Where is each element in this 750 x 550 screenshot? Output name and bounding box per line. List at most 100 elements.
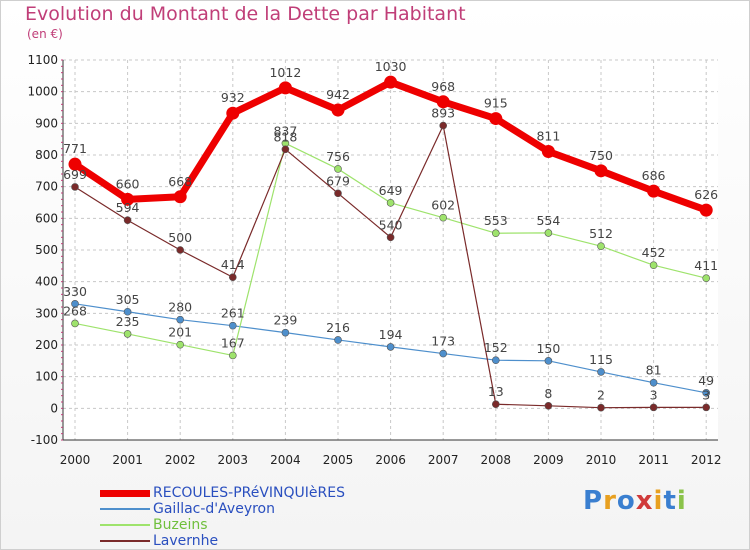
data-label: 540 xyxy=(379,217,403,232)
data-label: 216 xyxy=(326,320,350,335)
data-point xyxy=(121,192,135,206)
data-label: 411 xyxy=(694,258,718,273)
data-point xyxy=(439,349,448,358)
y-tick-label: 900 xyxy=(35,116,58,130)
data-point xyxy=(229,351,237,360)
x-tick-label: 2001 xyxy=(112,453,143,467)
data-point xyxy=(71,183,79,191)
data-point xyxy=(491,229,500,238)
y-tick-label: 1100 xyxy=(27,53,58,67)
data-label: 893 xyxy=(431,106,455,121)
data-point xyxy=(334,165,342,173)
data-label: 968 xyxy=(431,79,455,94)
y-tick-label: 200 xyxy=(35,338,58,352)
data-point xyxy=(123,216,132,225)
data-point xyxy=(649,378,658,387)
data-label: 594 xyxy=(116,200,140,215)
data-label: 330 xyxy=(63,284,87,299)
data-label: 167 xyxy=(221,335,245,350)
data-point xyxy=(229,321,237,330)
data-label: 500 xyxy=(168,230,192,245)
data-label: 553 xyxy=(484,213,508,228)
data-label: 837 xyxy=(273,123,297,138)
data-point xyxy=(68,157,82,171)
data-point xyxy=(491,400,500,409)
data-label: 686 xyxy=(642,168,666,183)
data-point xyxy=(229,273,237,282)
data-point xyxy=(439,213,448,222)
legend-label: Lavernhe xyxy=(153,533,219,549)
x-tick-label: 2007 xyxy=(428,453,459,467)
data-point xyxy=(123,307,132,316)
data-label: 932 xyxy=(221,90,245,105)
data-label: 756 xyxy=(326,149,350,164)
data-point xyxy=(281,328,290,337)
data-label: 261 xyxy=(221,306,245,321)
y-tick-label: 100 xyxy=(35,370,58,384)
data-point xyxy=(281,145,290,154)
x-tick-label: 2008 xyxy=(481,453,512,467)
data-label: 152 xyxy=(484,340,508,355)
data-label: 942 xyxy=(326,87,350,102)
data-point xyxy=(71,319,79,328)
data-label: 649 xyxy=(379,183,403,198)
legend-item: Gaillac-d'Aveyron xyxy=(100,501,345,517)
data-point xyxy=(331,103,345,117)
data-point xyxy=(386,233,395,242)
y-tick-label: 800 xyxy=(35,148,58,162)
data-point xyxy=(226,106,240,120)
y-tick-label: 300 xyxy=(35,306,58,320)
data-label: 201 xyxy=(168,325,192,340)
data-label: 1030 xyxy=(375,59,407,74)
y-tick-label: 1000 xyxy=(27,85,58,99)
legend-label: Buzeins xyxy=(153,517,208,533)
legend-item: Lavernhe xyxy=(100,533,345,549)
data-point xyxy=(439,121,448,130)
data-label: 280 xyxy=(168,300,192,315)
data-label: 750 xyxy=(589,148,613,163)
data-point xyxy=(489,112,503,126)
data-label: 235 xyxy=(116,314,140,329)
y-tick-label: 400 xyxy=(35,275,58,289)
data-label: 305 xyxy=(116,292,140,307)
data-point xyxy=(334,336,342,344)
data-point xyxy=(649,403,658,412)
data-point xyxy=(278,81,292,95)
data-label: 626 xyxy=(694,187,718,202)
data-point xyxy=(597,403,605,412)
data-point xyxy=(699,203,713,217)
data-label: 3 xyxy=(650,387,658,402)
legend-label: Gaillac-d'Aveyron xyxy=(153,501,275,517)
data-point xyxy=(123,330,132,338)
data-point xyxy=(386,343,395,351)
data-point xyxy=(176,315,184,324)
x-tick-label: 2006 xyxy=(375,453,406,467)
x-tick-label: 2010 xyxy=(586,453,617,467)
legend-swatch xyxy=(100,489,150,497)
data-point xyxy=(702,403,711,412)
legend-swatch xyxy=(100,540,150,542)
data-label: 194 xyxy=(379,327,403,342)
data-point xyxy=(436,95,450,109)
chart-title: Evolution du Montant de la Dette par Hab… xyxy=(25,3,466,25)
data-label: 452 xyxy=(642,245,666,260)
legend-item: Buzeins xyxy=(100,517,345,533)
data-label: 818 xyxy=(273,129,297,144)
data-label: 771 xyxy=(63,141,87,156)
data-point xyxy=(334,189,342,198)
data-point xyxy=(544,357,553,365)
data-point xyxy=(491,356,500,365)
legend-swatch xyxy=(100,524,150,526)
data-point xyxy=(386,199,395,207)
data-point xyxy=(544,401,553,410)
legend-swatch xyxy=(100,508,150,510)
y-tick-label: 600 xyxy=(35,211,58,225)
data-label: 3 xyxy=(702,387,710,402)
data-point xyxy=(647,184,661,198)
legend-item: RECOULES-PRéVINQUIèRES xyxy=(100,485,345,501)
data-label: 602 xyxy=(431,198,455,213)
data-point xyxy=(597,368,605,376)
data-label: 1012 xyxy=(269,65,301,80)
data-label: 268 xyxy=(63,303,87,318)
